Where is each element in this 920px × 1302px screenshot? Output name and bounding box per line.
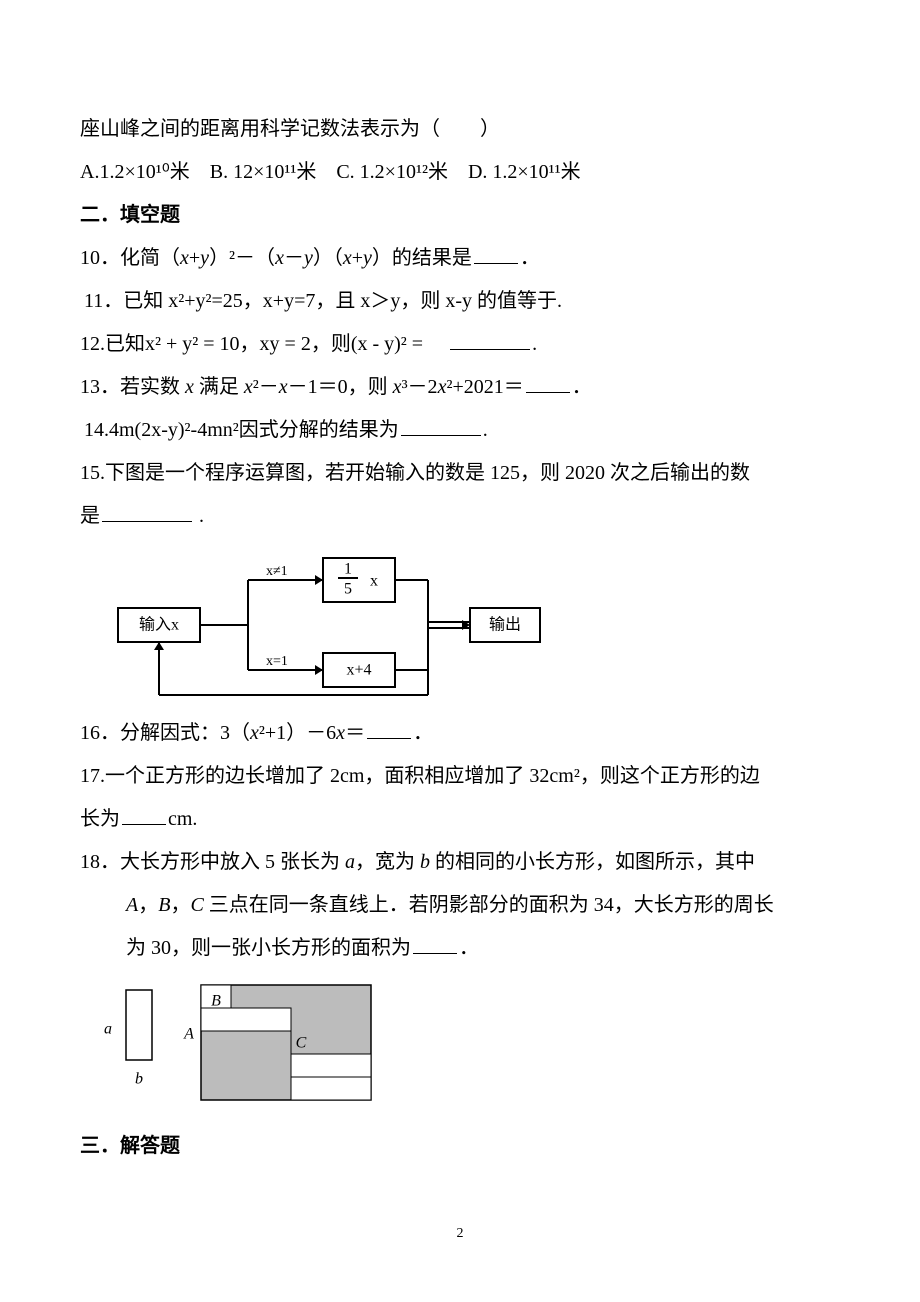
q18-b: b (420, 851, 430, 873)
q12-period: . (532, 333, 537, 355)
fc-cond-eq: x=1 (266, 654, 288, 669)
q13-end: ²+2021＝ (446, 376, 523, 398)
q10-blank (474, 244, 518, 264)
q14-period: . (483, 419, 488, 441)
q17-l1: 17.一个正方形的边长增加了 2cm，面积相应增加了 32cm²，则这个正方形的… (80, 755, 840, 798)
q10-x3: x (343, 247, 352, 269)
q15-blank (102, 502, 192, 522)
q15-period: . (194, 505, 204, 527)
q16-period: ． (413, 722, 433, 744)
q18-blank (413, 934, 457, 954)
fc-output: 输出 (489, 616, 521, 634)
q16-x1: x (250, 722, 259, 744)
q13-m4: ³－2 (402, 376, 438, 398)
rect-b-label: b (135, 1071, 143, 1088)
q16-blank (367, 719, 411, 739)
fc-bottom: x+4 (346, 662, 371, 679)
q18-A: A (126, 894, 138, 916)
q18-period: ． (459, 937, 479, 959)
q17-l2b: cm. (168, 808, 197, 830)
q11: 11．已知 x²+y²=25，x+y=7，且 x＞y，则 x-y 的值等于. (80, 280, 840, 323)
q18-l1: 18．大长方形中放入 5 张长为 a，宽为 b 的相同的小长方形，如图所示，其中 (80, 841, 840, 884)
q18-B: B (158, 894, 170, 916)
q18-c1: ， (138, 894, 158, 916)
q15-l1: 15.下图是一个程序运算图，若开始输入的数是 125，则 2020 次之后输出的… (80, 452, 840, 495)
q18-l1b: ，宽为 (355, 851, 420, 873)
page-number: 2 (0, 1226, 920, 1242)
q15-l2: 是 . (80, 495, 840, 538)
q13-m3: －1＝0，则 (288, 376, 393, 398)
q10-t4: ）的结果是 (372, 247, 472, 269)
q16-pre: 16．分解因式：3（ (80, 722, 250, 744)
q17-l2: 长为 cm. (80, 798, 840, 841)
q13-x1: x (185, 376, 194, 398)
q10-plus1: + (189, 247, 200, 269)
fc-frac-den: 5 (344, 581, 352, 598)
q18-C: C (190, 894, 203, 916)
q10-pre: 10．化简（ (80, 247, 180, 269)
fc-frac-x: x (370, 573, 378, 590)
q-cont-choices: A.1.2×10¹⁰米 B. 12×10¹¹米 C. 1.2×10¹²米 D. … (80, 151, 840, 194)
q13-period: ． (572, 376, 592, 398)
q17-blank (122, 805, 166, 825)
flowchart: 输入x x≠1 1 5 x x=1 x+4 输出 (98, 550, 840, 700)
section-2-heading: 二．填空题 (80, 194, 840, 237)
q14-text: 14.4m(2x-y)²-4mn²因式分解的结果为 (80, 419, 399, 441)
q15-l2a: 是 (80, 505, 100, 527)
q10-y3: y (363, 247, 372, 269)
q10-t3: ）（ (313, 247, 343, 269)
fc-input: 输入x (139, 616, 179, 634)
q10-x1: x (180, 247, 189, 269)
q10: 10．化简（x+y）²－（x－y）（x+y）的结果是． (80, 237, 840, 280)
q10-x2: x (275, 247, 284, 269)
q12-blank (450, 330, 530, 350)
fc-cond-ne: x≠1 (266, 564, 288, 579)
q18-l3: 为 30，则一张小长方形的面积为 ． (80, 927, 840, 970)
rect-diagram: a b B A C (96, 980, 840, 1115)
q16: 16．分解因式：3（x²+1）－6x＝． (80, 712, 840, 755)
q13-m2: ²－ (253, 376, 279, 398)
q18-l2: A，B，C 三点在同一条直线上．若阴影部分的面积为 34，大长方形的周长 (80, 884, 840, 927)
q10-y2: y (304, 247, 313, 269)
q-cont-line1: 座山峰之间的距离用科学记数法表示为（ ） (80, 108, 840, 151)
q12-text: 12.已知x² + y² = 10，xy = 2，则(x - y)² = (80, 333, 448, 355)
q13-x3: x (279, 376, 288, 398)
q10-minus: － (284, 247, 304, 269)
q10-period: ． (520, 247, 540, 269)
q13: 13．若实数 x 满足 x²－x－1＝0，则 x³－2x²+2021＝． (80, 366, 840, 409)
q18-l3a: 为 30，则一张小长方形的面积为 (126, 937, 411, 959)
q13-pre: 13．若实数 (80, 376, 185, 398)
rect-B: B (211, 993, 221, 1010)
q16-mid: ²+1）－6 (259, 722, 336, 744)
q14-blank (401, 416, 481, 436)
q10-y1: y (200, 247, 209, 269)
q18-l1c: 的相同的小长方形，如图所示，其中 (430, 851, 755, 873)
fc-frac-num: 1 (344, 561, 352, 578)
q12: 12.已知x² + y² = 10，xy = 2，则(x - y)² = . (80, 323, 840, 366)
q18-l1a: 18．大长方形中放入 5 张长为 (80, 851, 345, 873)
q10-plus2: + (352, 247, 363, 269)
q18-l2f: 三点在同一条直线上．若阴影部分的面积为 34，大长方形的周长 (204, 894, 774, 916)
rect-a-label: a (104, 1021, 112, 1038)
q10-t2: ）²－（ (209, 247, 275, 269)
q16-end: ＝ (345, 722, 365, 744)
q13-x4: x (393, 376, 402, 398)
rect-A: A (183, 1026, 194, 1043)
q14: 14.4m(2x-y)²-4mn²因式分解的结果为. (80, 409, 840, 452)
rect-C: C (296, 1035, 307, 1052)
q13-x2: x (244, 376, 253, 398)
section-3-heading: 三．解答题 (80, 1125, 840, 1168)
q17-l2a: 长为 (80, 808, 120, 830)
q18-c2: ， (170, 894, 190, 916)
q18-a: a (345, 851, 355, 873)
q13-mid: 满足 (194, 376, 244, 398)
q13-blank (526, 373, 570, 393)
q16-x2: x (336, 722, 345, 744)
